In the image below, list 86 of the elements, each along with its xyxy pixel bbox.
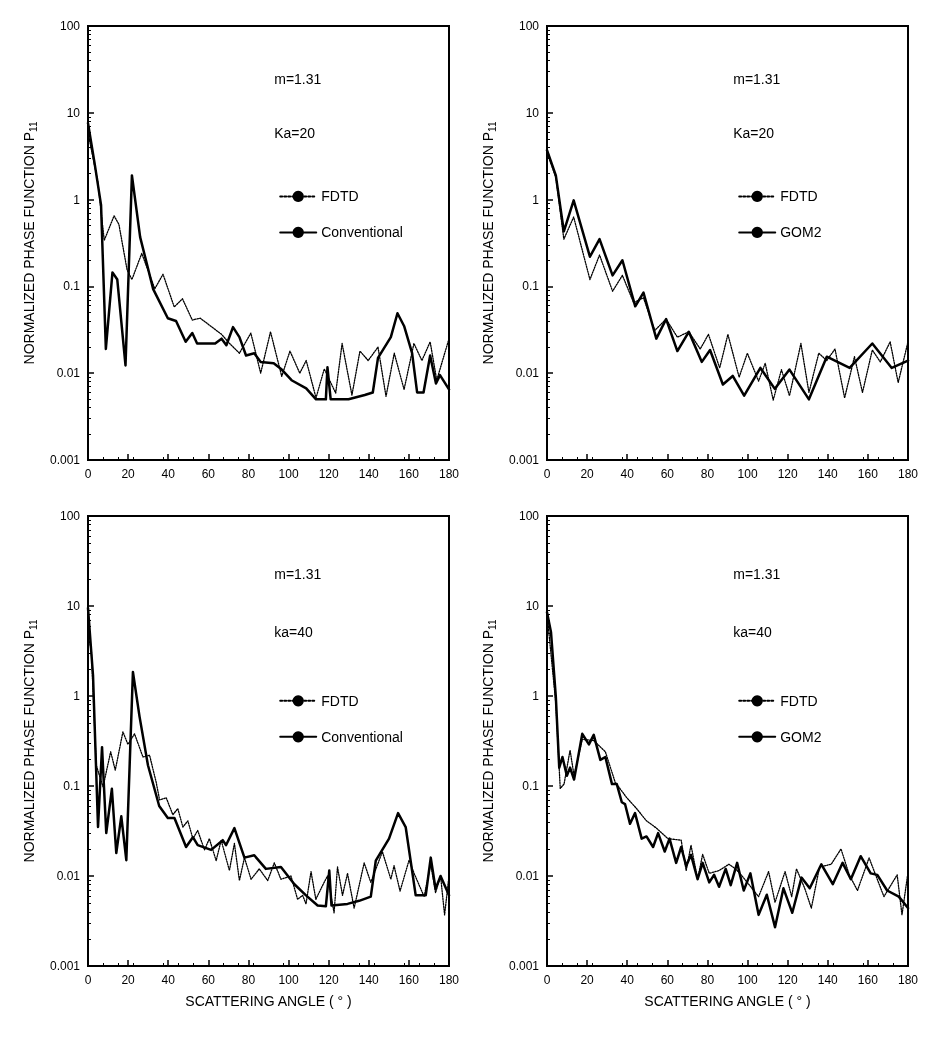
x-axis-title: SCATTERING ANGLE ( ° )	[644, 993, 811, 1009]
annotation: m=1.31	[733, 565, 781, 582]
x-tick-label: 180	[438, 467, 460, 481]
y-tick-label: 10	[66, 105, 81, 120]
legend-label: GOM2	[780, 728, 822, 745]
x-tick-label: 180	[438, 973, 460, 987]
x-tick-label: 60	[201, 973, 216, 987]
legend-label: FDTD	[780, 692, 818, 709]
y-tick-label: 0.01	[515, 366, 540, 381]
x-tick-label: 140	[358, 467, 380, 481]
legend-label: Conventional	[321, 224, 403, 241]
y-tick-label: 0.1	[63, 779, 81, 793]
x-tick-label: 0	[543, 467, 551, 481]
y-tick-label: 1	[73, 192, 81, 207]
x-tick-label: 80	[700, 973, 715, 987]
x-tick-label: 140	[817, 467, 839, 481]
annotation: ka=40	[733, 624, 772, 641]
x-tick-label: 120	[777, 467, 798, 481]
y-tick-label: 0.01	[56, 366, 81, 381]
annotation: Ka=20	[274, 124, 316, 141]
x-tick-label: 80	[241, 467, 256, 481]
y-tick-label: 1	[532, 689, 540, 703]
x-tick-label: 60	[660, 467, 675, 481]
x-tick-label: 20	[580, 467, 595, 481]
x-tick-label: 140	[358, 973, 380, 987]
legend-label: FDTD	[321, 692, 359, 709]
y-tick-label: 0.1	[522, 279, 540, 294]
x-tick-label: 20	[121, 467, 136, 481]
y-tick-label: 0.001	[49, 453, 81, 467]
annotation: ka=40	[274, 624, 313, 641]
x-tick-label: 100	[278, 467, 299, 481]
x-tick-label: 20	[580, 973, 595, 987]
x-tick-label: 160	[398, 973, 420, 987]
y-tick-label: 0.01	[56, 869, 81, 883]
x-tick-label: 40	[161, 467, 176, 481]
x-tick-label: 40	[161, 973, 176, 987]
y-tick-label: 100	[59, 19, 81, 33]
x-tick-label: 120	[318, 467, 339, 481]
x-tick-label: 100	[278, 973, 299, 987]
x-tick-label: 60	[201, 467, 216, 481]
x-tick-label: 160	[398, 467, 420, 481]
y-tick-label: 0.001	[49, 959, 81, 973]
y-axis-title: NORMALIZED PHASE FUNCTION P11	[21, 619, 39, 863]
y-tick-label: 100	[59, 509, 81, 523]
y-tick-label: 0.01	[515, 869, 540, 883]
annotation: m=1.31	[733, 70, 781, 87]
y-tick-label: 1	[73, 689, 81, 703]
annotation: m=1.31	[274, 565, 322, 582]
y-axis-title: NORMALIZED PHASE FUNCTION P11	[480, 121, 498, 365]
y-tick-label: 0.001	[508, 453, 540, 467]
y-tick-label: 0.001	[508, 959, 540, 973]
x-tick-label: 140	[817, 973, 839, 987]
x-tick-label: 0	[84, 973, 92, 987]
x-tick-label: 80	[241, 973, 256, 987]
legend-label: FDTD	[321, 188, 359, 205]
y-tick-label: 10	[525, 599, 540, 613]
x-tick-label: 40	[620, 973, 635, 987]
y-tick-label: 10	[525, 105, 540, 120]
x-tick-label: 160	[857, 467, 879, 481]
y-tick-label: 100	[518, 19, 540, 33]
x-tick-label: 160	[857, 973, 879, 987]
annotation: m=1.31	[274, 70, 322, 87]
x-tick-label: 0	[84, 467, 92, 481]
legend-label: Conventional	[321, 728, 403, 745]
y-tick-label: 10	[66, 599, 81, 613]
legend-label: FDTD	[780, 188, 818, 205]
y-tick-label: 0.1	[522, 779, 540, 793]
x-tick-label: 100	[737, 467, 758, 481]
x-axis-title: SCATTERING ANGLE ( ° )	[185, 993, 352, 1009]
y-axis-title: NORMALIZED PHASE FUNCTION P11	[21, 121, 39, 365]
annotation: Ka=20	[733, 124, 775, 141]
y-tick-label: 100	[518, 509, 540, 523]
x-tick-label: 100	[737, 973, 758, 987]
x-tick-label: 40	[620, 467, 635, 481]
legend-label: GOM2	[780, 224, 822, 241]
x-tick-label: 80	[700, 467, 715, 481]
x-tick-label: 20	[121, 973, 136, 987]
x-tick-label: 60	[660, 973, 675, 987]
x-tick-label: 120	[318, 973, 339, 987]
y-tick-label: 1	[532, 192, 540, 207]
x-tick-label: 120	[777, 973, 798, 987]
x-tick-label: 180	[897, 973, 919, 987]
y-axis-title: NORMALIZED PHASE FUNCTION P11	[480, 619, 498, 863]
y-tick-label: 0.1	[63, 279, 81, 294]
x-tick-label: 0	[543, 973, 551, 987]
x-tick-label: 180	[897, 467, 919, 481]
